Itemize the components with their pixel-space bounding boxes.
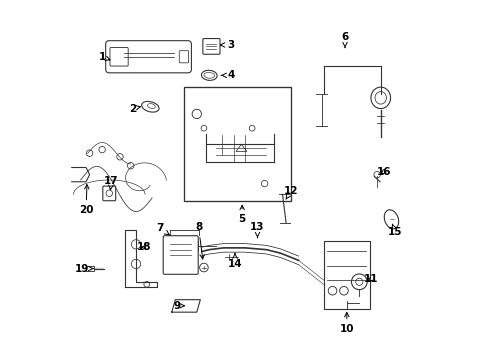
Text: 13: 13: [250, 222, 265, 238]
Text: 20: 20: [79, 185, 93, 215]
FancyBboxPatch shape: [163, 236, 198, 274]
Ellipse shape: [375, 91, 387, 104]
Text: 11: 11: [364, 274, 378, 284]
Text: 8: 8: [195, 222, 204, 259]
Polygon shape: [125, 230, 157, 287]
FancyBboxPatch shape: [103, 186, 116, 201]
Ellipse shape: [147, 104, 155, 108]
Ellipse shape: [142, 102, 159, 112]
Text: 12: 12: [284, 186, 298, 199]
Polygon shape: [72, 167, 90, 182]
Text: 14: 14: [228, 253, 243, 269]
Ellipse shape: [204, 72, 215, 78]
Ellipse shape: [384, 210, 399, 229]
Bar: [86, 266, 94, 271]
FancyBboxPatch shape: [179, 51, 189, 63]
Text: 3: 3: [220, 40, 234, 50]
Text: 1: 1: [98, 52, 110, 62]
Text: 6: 6: [342, 32, 349, 48]
Bar: [184, 87, 292, 202]
FancyBboxPatch shape: [203, 39, 220, 54]
FancyBboxPatch shape: [106, 41, 192, 73]
Text: 17: 17: [104, 176, 119, 190]
Bar: [323, 241, 370, 309]
Ellipse shape: [201, 70, 217, 80]
Ellipse shape: [371, 87, 391, 109]
Text: 16: 16: [376, 167, 391, 177]
Text: 2: 2: [129, 104, 140, 113]
Text: 4: 4: [221, 70, 234, 80]
Polygon shape: [172, 300, 200, 312]
Text: 9: 9: [173, 301, 184, 311]
Text: 10: 10: [340, 312, 354, 334]
Text: 7: 7: [156, 223, 169, 235]
Text: 19: 19: [75, 264, 93, 274]
Text: 18: 18: [137, 242, 151, 252]
Text: 5: 5: [239, 205, 246, 224]
Text: 15: 15: [388, 224, 402, 237]
FancyBboxPatch shape: [110, 48, 128, 66]
